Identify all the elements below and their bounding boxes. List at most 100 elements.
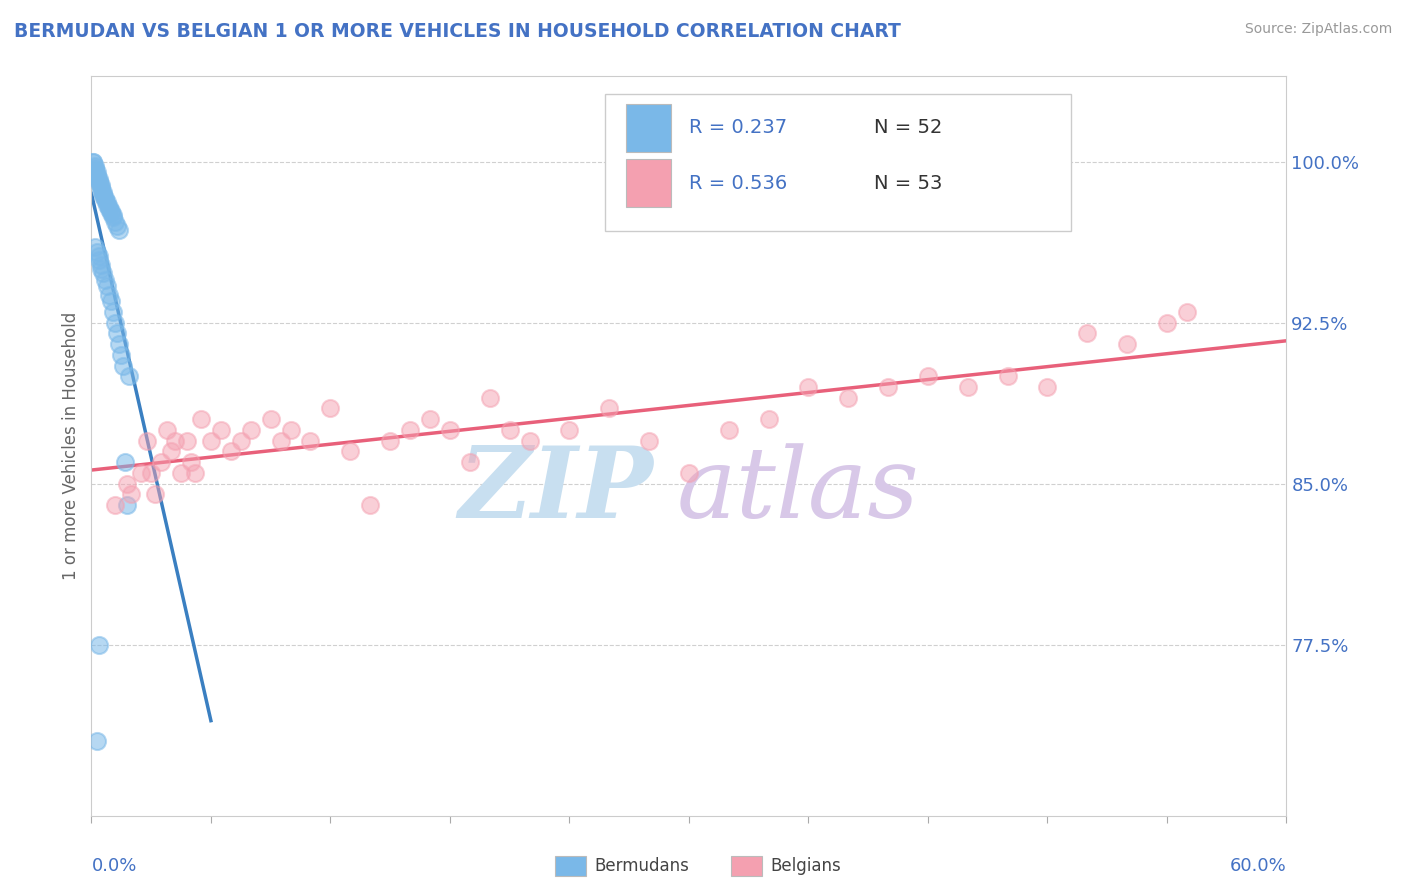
Point: [184, 466, 207, 480]
Point: [359, 498, 381, 512]
Point: [259, 412, 281, 426]
Point: [96, 195, 118, 210]
Point: [89, 171, 111, 186]
Point: [209, 423, 232, 437]
Point: [200, 434, 222, 448]
Point: [100, 204, 122, 219]
Point: [156, 423, 179, 437]
Point: [96, 279, 118, 293]
Point: [917, 369, 939, 384]
Point: [84, 159, 107, 173]
Point: [115, 498, 138, 512]
Point: [758, 412, 780, 426]
Point: [190, 412, 212, 426]
Point: [90, 262, 112, 277]
Point: [104, 498, 127, 512]
Text: ZIP: ZIP: [458, 442, 652, 539]
FancyBboxPatch shape: [626, 159, 671, 207]
Point: [118, 369, 141, 384]
Point: [115, 476, 138, 491]
Point: [478, 391, 501, 405]
Point: [439, 423, 461, 437]
Point: [877, 380, 900, 394]
Text: N = 52: N = 52: [875, 118, 942, 137]
Point: [82, 154, 104, 169]
Point: [84, 161, 107, 175]
Point: [89, 253, 111, 268]
Text: Bermudans: Bermudans: [595, 857, 689, 875]
Point: [86, 165, 108, 179]
Point: [797, 380, 820, 394]
Text: BERMUDAN VS BELGIAN 1 OR MORE VEHICLES IN HOUSEHOLD CORRELATION CHART: BERMUDAN VS BELGIAN 1 OR MORE VEHICLES I…: [14, 22, 901, 41]
Point: [93, 189, 115, 203]
Point: [93, 266, 115, 280]
Text: R = 0.536: R = 0.536: [689, 174, 787, 193]
Y-axis label: 1 or more Vehicles in Household: 1 or more Vehicles in Household: [62, 312, 80, 580]
Point: [837, 391, 859, 405]
Point: [96, 197, 118, 211]
Point: [90, 178, 112, 193]
Point: [678, 466, 700, 480]
Text: R = 0.237: R = 0.237: [689, 118, 787, 137]
Point: [129, 466, 152, 480]
Point: [1036, 380, 1059, 394]
Point: [104, 316, 127, 330]
Point: [94, 273, 117, 287]
Point: [170, 466, 193, 480]
Point: [997, 369, 1019, 384]
Text: N = 53: N = 53: [875, 174, 942, 193]
Point: [84, 163, 107, 178]
Point: [1116, 337, 1139, 351]
Point: [280, 423, 302, 437]
Point: [319, 401, 342, 416]
Point: [180, 455, 202, 469]
Point: [1175, 305, 1198, 319]
Point: [299, 434, 322, 448]
Point: [1156, 316, 1178, 330]
Point: [103, 305, 125, 319]
Text: Belgians: Belgians: [770, 857, 841, 875]
Point: [163, 434, 186, 448]
Point: [89, 176, 111, 190]
Point: [104, 215, 127, 229]
Point: [103, 211, 125, 225]
Point: [339, 444, 361, 458]
Text: atlas: atlas: [678, 442, 920, 538]
Point: [378, 434, 402, 448]
Point: [94, 194, 117, 208]
Point: [136, 434, 159, 448]
Point: [105, 219, 128, 233]
Point: [558, 423, 581, 437]
Point: [112, 359, 135, 373]
Point: [94, 191, 117, 205]
Point: [86, 244, 108, 259]
Point: [638, 434, 661, 448]
Point: [100, 206, 122, 220]
FancyBboxPatch shape: [605, 95, 1071, 231]
Point: [399, 423, 422, 437]
Point: [84, 240, 107, 254]
Point: [229, 434, 252, 448]
Point: [956, 380, 979, 394]
Point: [419, 412, 441, 426]
Point: [98, 287, 121, 301]
Point: [150, 455, 173, 469]
Point: [141, 466, 162, 480]
Point: [160, 444, 183, 458]
Point: [498, 423, 520, 437]
Point: [103, 208, 125, 222]
Point: [105, 326, 128, 341]
Point: [1076, 326, 1098, 341]
Point: [458, 455, 481, 469]
Point: [120, 487, 142, 501]
Text: 60.0%: 60.0%: [1230, 857, 1286, 875]
Point: [93, 185, 115, 199]
Point: [90, 258, 112, 272]
Point: [90, 180, 112, 194]
Point: [100, 294, 122, 309]
FancyBboxPatch shape: [626, 103, 671, 152]
Point: [98, 200, 121, 214]
Point: [86, 169, 108, 184]
Point: [93, 186, 115, 201]
Point: [86, 168, 108, 182]
